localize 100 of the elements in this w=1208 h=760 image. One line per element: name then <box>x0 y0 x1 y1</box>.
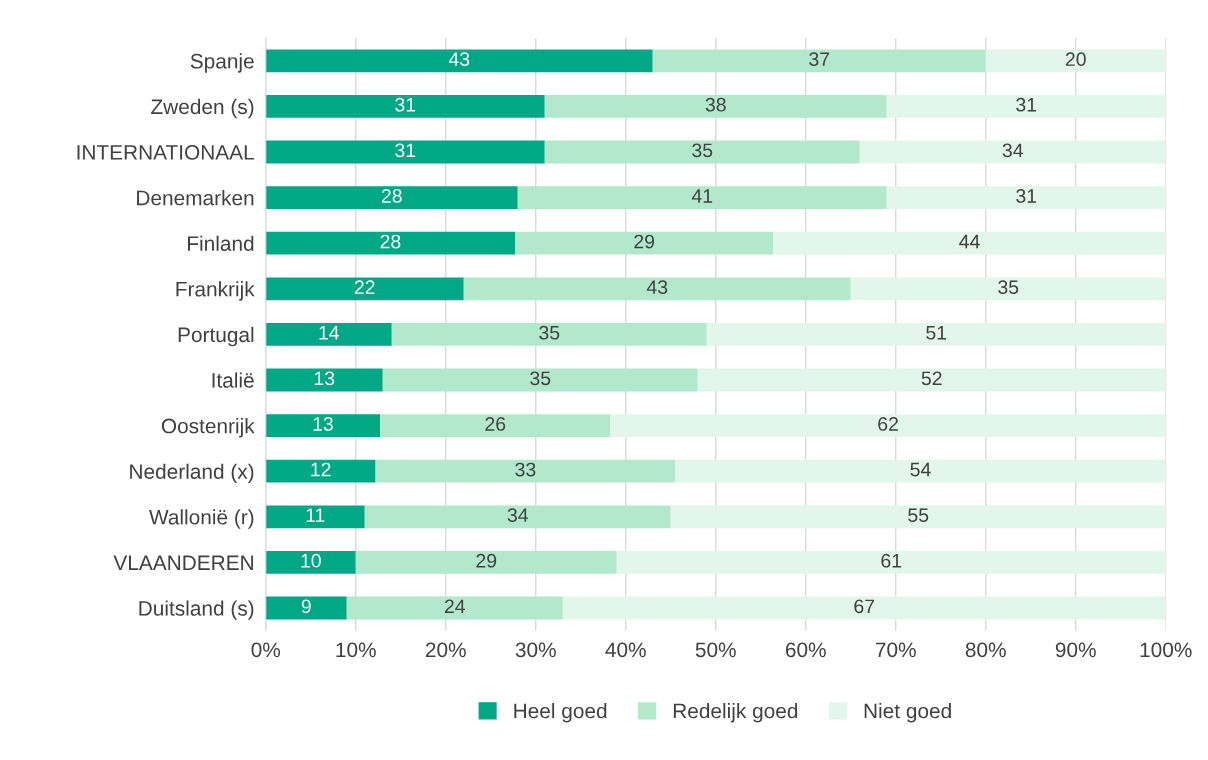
data-label: 11 <box>306 508 325 522</box>
data-label: 28 <box>380 234 401 249</box>
y-tick-label: Denemarken <box>137 190 254 206</box>
x-tick-label: 90% <box>1055 642 1096 658</box>
x-tick-label: 80% <box>965 642 1006 658</box>
data-label: 14 <box>319 326 339 340</box>
y-tick-label: VLAANDEREN <box>113 555 253 570</box>
x-tick-label: 20% <box>425 642 466 658</box>
data-label: 31 <box>395 97 416 112</box>
data-label: 31 <box>395 143 416 158</box>
bar <box>544 95 887 118</box>
y-tick-label: Frankrijk <box>176 281 255 301</box>
data-label: 20 <box>1065 52 1086 67</box>
bar <box>346 596 563 620</box>
x-tick-label: 50% <box>695 642 736 658</box>
data-label: 35 <box>530 371 551 386</box>
data-label: 41 <box>691 189 713 203</box>
y-tick-label: Wallonië (r) <box>149 509 254 529</box>
legend-label: Niet goed <box>864 703 951 723</box>
data-label: 52 <box>921 371 942 386</box>
bar <box>610 414 1166 437</box>
bar <box>697 368 1166 392</box>
bar <box>375 459 676 483</box>
bar <box>463 277 851 301</box>
bar <box>380 414 611 437</box>
legend-label: Heel goed <box>514 703 607 723</box>
x-tick-label: 10% <box>336 642 376 658</box>
y-tick-label: Nederland (x) <box>130 463 254 484</box>
data-label: 54 <box>910 462 931 477</box>
data-label: 26 <box>485 417 506 431</box>
bar <box>517 186 887 209</box>
data-label: 13 <box>313 417 333 431</box>
bar <box>850 277 1166 301</box>
data-label: 22 <box>354 280 375 294</box>
data-label: 44 <box>959 234 980 249</box>
x-tick-label: 0% <box>251 642 281 658</box>
data-label: 38 <box>705 97 726 112</box>
y-tick-label: Finland <box>188 235 254 251</box>
bar <box>859 140 1166 164</box>
bar <box>265 505 365 529</box>
data-label: 67 <box>854 599 875 614</box>
bar <box>886 95 1166 118</box>
data-label: 34 <box>1002 143 1023 158</box>
bar <box>265 459 376 483</box>
data-label: 29 <box>476 553 497 568</box>
bar <box>355 551 617 574</box>
bar <box>562 596 1166 620</box>
bar <box>265 49 653 73</box>
bar <box>265 186 518 209</box>
data-label: 43 <box>448 52 470 67</box>
data-label: 9 <box>301 599 311 614</box>
data-label: 29 <box>634 234 655 249</box>
data-label: 35 <box>998 280 1019 295</box>
bar <box>391 323 707 346</box>
bar <box>265 95 545 118</box>
y-tick-label: Duitsland (s) <box>139 600 254 620</box>
data-label: 55 <box>908 508 929 523</box>
data-label: 24 <box>444 599 465 614</box>
bar <box>773 231 1166 255</box>
data-label: 28 <box>381 189 402 203</box>
y-tick-label: Portugal <box>178 326 254 347</box>
data-label: 61 <box>881 553 902 568</box>
y-tick-label: Zweden (s) <box>151 98 254 119</box>
data-label: 10 <box>301 553 321 568</box>
x-tick-label: 40% <box>605 642 646 658</box>
bar <box>265 414 381 437</box>
bar <box>265 140 545 164</box>
data-label: 35 <box>539 325 560 340</box>
data-label: 37 <box>809 52 830 67</box>
data-label: 35 <box>692 143 713 158</box>
bar <box>265 323 392 346</box>
data-label: 62 <box>878 417 898 431</box>
data-label: 31 <box>1016 97 1037 112</box>
x-tick-label: 100% <box>1140 642 1192 658</box>
data-label: 12 <box>311 462 331 477</box>
bar <box>265 551 356 574</box>
data-label: 51 <box>926 326 947 340</box>
bar <box>265 277 464 301</box>
bar <box>616 551 1166 574</box>
bar <box>675 459 1166 483</box>
data-label: 33 <box>515 462 536 477</box>
data-label: 34 <box>507 508 528 523</box>
bar <box>265 368 383 392</box>
data-label: 31 <box>1016 189 1037 203</box>
x-tick-label: 70% <box>875 642 916 658</box>
bar <box>364 505 671 529</box>
bar <box>265 596 347 620</box>
bar <box>382 368 698 392</box>
bar <box>670 505 1166 529</box>
data-label: 13 <box>314 371 335 386</box>
bar <box>544 140 860 164</box>
x-tick-label: 60% <box>785 642 826 658</box>
y-tick-label: Spanje <box>190 53 254 73</box>
legend-label: Redelijk goed <box>673 703 798 723</box>
bar <box>652 49 986 73</box>
y-tick-label: Italië <box>212 372 254 388</box>
y-tick-label: Oostenrijk <box>161 418 255 438</box>
bar <box>265 231 516 255</box>
bar <box>515 231 774 255</box>
x-tick-label: 30% <box>515 642 556 658</box>
